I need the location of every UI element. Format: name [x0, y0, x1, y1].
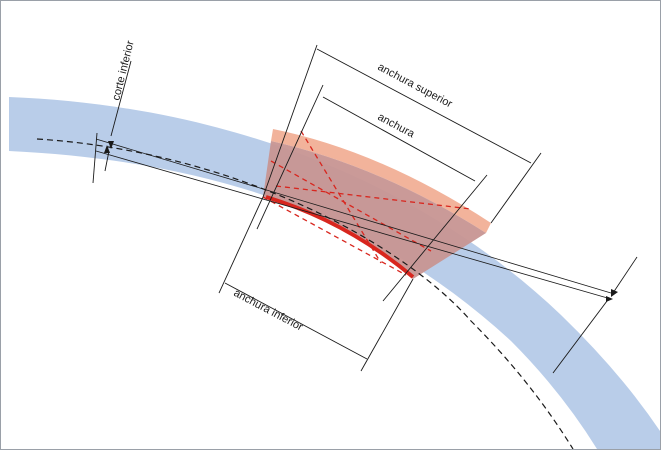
center-dashed-line: [36, 138, 574, 449]
width-dim: [322, 96, 476, 182]
cut-region: [263, 141, 486, 279]
red-dashed-line-2: [275, 185, 472, 210]
bottom-width-dim: [224, 282, 368, 360]
top-width-ext-right: [490, 152, 542, 224]
cut-leader-lower: [104, 150, 110, 172]
top-width-ext-left: [262, 44, 318, 198]
cut-leader: [110, 60, 132, 137]
arrowheads: [104, 141, 618, 302]
width-ext-right: [382, 174, 488, 302]
cut-arrow-down-icon: [108, 141, 114, 149]
right-arrow-up-icon: [606, 296, 613, 302]
right-cut-tick: [612, 256, 638, 294]
curved-band: [9, 97, 660, 449]
cut-arrow-up-icon: [104, 145, 110, 153]
label-anchura-superior: anchura superior: [376, 61, 455, 111]
right-arrow-down-icon: [611, 289, 618, 297]
bottom-edge: [265, 195, 415, 279]
top-excess-region: [271, 129, 491, 233]
red-dashed-line-4: [300, 130, 382, 264]
label-anchura-inferior: anchura inferior: [232, 287, 305, 334]
cut-ext-left: [92, 132, 98, 184]
ref-line-top: [95, 138, 612, 294]
top-width-dim: [316, 48, 532, 164]
ref-line-bottom: [95, 150, 612, 300]
red-dashed-lines: [262, 130, 472, 276]
red-dashed-line-1: [270, 160, 432, 252]
label-corte-inferior: corte inferior: [110, 39, 137, 102]
bottom-width-ext-right: [360, 278, 414, 372]
label-anchura: anchura: [376, 111, 418, 141]
dimension-lines: [92, 44, 638, 374]
width-ext-left: [256, 84, 324, 230]
red-dashed-line-3: [262, 196, 407, 276]
bottom-width-ext-left: [218, 196, 264, 294]
reference-lines: [95, 138, 612, 300]
right-cut-lower: [552, 300, 608, 374]
